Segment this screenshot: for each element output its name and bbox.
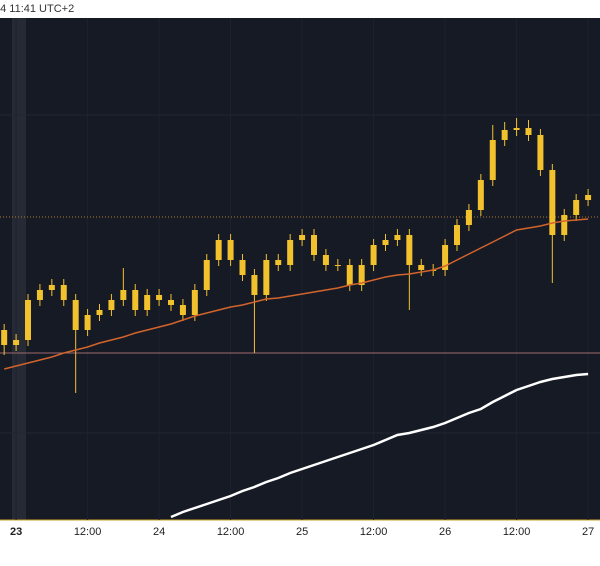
candle-body: [501, 130, 508, 140]
plot-area: [0, 18, 600, 520]
candle-body: [156, 295, 163, 300]
x-tick-label: 12:00: [360, 526, 388, 538]
x-tick-label: 12:00: [503, 526, 531, 538]
candle-body: [346, 265, 353, 285]
candle-body: [132, 290, 139, 310]
candle-body: [382, 240, 389, 245]
ma-line: [170, 372, 589, 519]
candle-body: [311, 235, 318, 255]
candle-body: [239, 260, 246, 275]
candle-body: [275, 260, 282, 265]
candle-body: [358, 265, 365, 285]
candle-body: [454, 225, 461, 245]
candle-body: [585, 195, 592, 200]
ma-line: [4, 218, 589, 370]
header-text: 24 11:41 UTC+2: [0, 3, 74, 15]
candle-body: [549, 170, 556, 235]
candle-body: [108, 300, 115, 310]
x-tick-label: 27: [582, 526, 594, 538]
candle-body: [25, 300, 32, 340]
candle-body: [406, 235, 413, 265]
highlight-column: [12, 18, 26, 520]
candle-body: [513, 128, 520, 130]
candle-body: [227, 240, 234, 260]
candle-body: [251, 275, 258, 295]
candle-body: [60, 285, 67, 300]
candle-body: [418, 265, 425, 270]
candle-body: [203, 260, 210, 290]
candle-body: [120, 290, 127, 300]
candle-body: [191, 290, 198, 315]
candle-body: [36, 290, 43, 300]
candle-body: [477, 180, 484, 210]
candle-body: [215, 240, 222, 260]
x-tick-label: 23: [10, 526, 22, 538]
candle-body: [525, 128, 532, 135]
candle-body: [322, 255, 329, 265]
candle-body: [370, 245, 377, 265]
candle-body: [287, 240, 294, 265]
candle-body: [299, 235, 306, 240]
candle-body: [168, 300, 175, 305]
candle-body: [72, 300, 79, 330]
candle-body: [561, 215, 568, 235]
x-tick-label: 24: [153, 526, 165, 538]
candle-body: [96, 310, 103, 315]
candle-body: [394, 235, 401, 240]
candle-body: [48, 285, 55, 290]
candle-body: [442, 245, 449, 270]
candle-body: [179, 305, 186, 315]
candle-body: [84, 315, 91, 330]
candle-body: [489, 140, 496, 180]
x-tick-label: 25: [296, 526, 308, 538]
candle-body: [13, 340, 20, 345]
candle-body: [465, 210, 472, 225]
candle-body: [573, 200, 580, 215]
candle-body: [537, 135, 544, 170]
candle-body: [263, 260, 270, 295]
candle-body: [144, 295, 151, 310]
x-tick-label: 12:00: [217, 526, 245, 538]
x-tick-label: 12:00: [74, 526, 102, 538]
candle-body: [334, 265, 341, 266]
x-tick-label: 26: [439, 526, 451, 538]
candle-body: [1, 330, 8, 345]
